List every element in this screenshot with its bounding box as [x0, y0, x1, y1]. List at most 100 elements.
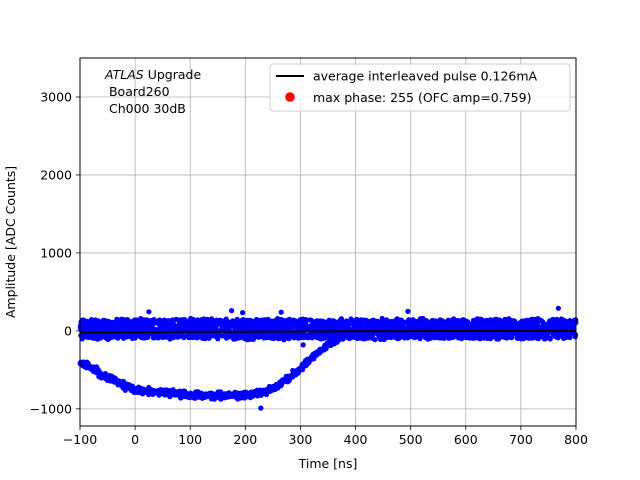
scatter-point — [161, 317, 167, 323]
x-tick-label: 800 — [564, 432, 588, 447]
scatter-point — [197, 318, 203, 324]
scatter-point — [367, 319, 373, 326]
scatter-point — [119, 323, 125, 329]
scatter-point — [542, 336, 549, 342]
scatter-point — [352, 320, 358, 326]
scatter-point — [295, 323, 301, 329]
scatter-point — [190, 316, 196, 322]
scatter-point — [180, 393, 186, 399]
scatter-point — [423, 333, 429, 339]
scatter-point — [358, 319, 364, 325]
scatter-point — [375, 332, 382, 338]
scatter-point — [383, 320, 389, 326]
scatter-point — [170, 318, 176, 324]
scatter-point — [110, 375, 116, 382]
scatter-point — [286, 377, 292, 384]
scatter-point — [388, 318, 394, 325]
x-tick-label: 600 — [454, 432, 478, 447]
annotation-upgrade: Upgrade — [144, 67, 202, 82]
scatter-point — [155, 319, 161, 325]
scatter-point — [425, 324, 431, 330]
scatter-point — [555, 305, 562, 311]
scatter-point — [290, 334, 296, 340]
scatter-point — [337, 320, 343, 326]
scatter-point — [295, 335, 301, 341]
scatter-point — [240, 310, 246, 316]
scatter-point — [238, 322, 244, 328]
scatter-point — [517, 321, 524, 327]
scatter-point — [367, 331, 373, 337]
y-axis-ticks: −1000 0 1000 2000 3000 — [30, 89, 80, 416]
scatter-point — [89, 365, 95, 371]
scatter-point — [408, 317, 414, 324]
scatter-point — [567, 319, 573, 325]
scatter-point — [415, 332, 421, 338]
scatter-point — [217, 318, 223, 324]
scatter-point — [130, 319, 136, 325]
scatter-point — [515, 332, 521, 338]
scatter-point — [320, 321, 326, 327]
scatter-point — [301, 335, 307, 341]
scatter-point — [418, 319, 424, 325]
scatter-point — [468, 321, 475, 327]
scatter-point — [189, 332, 195, 338]
scatter-point — [234, 316, 240, 322]
scatter-point — [89, 321, 95, 327]
scatter-point — [370, 335, 376, 341]
scatter-point — [535, 316, 541, 322]
scatter-point — [206, 323, 213, 329]
scatter-point — [176, 392, 182, 398]
scatter-point — [109, 321, 115, 327]
x-tick-label: 700 — [509, 432, 533, 447]
scatter-point — [98, 335, 104, 341]
scatter-point — [501, 324, 507, 330]
scatter-point — [554, 316, 560, 322]
scatter-point — [472, 321, 479, 327]
scatter-point — [447, 323, 453, 329]
scatter-point — [132, 334, 138, 340]
scatter-point — [172, 326, 178, 332]
legend-box — [269, 63, 571, 112]
scatter-point — [146, 309, 152, 315]
scatter-point — [572, 334, 578, 340]
scatter-point — [304, 360, 310, 366]
plot-frame — [79, 57, 577, 427]
scatter-point — [229, 321, 235, 327]
scatter-point — [279, 381, 285, 387]
scatter-point — [94, 324, 100, 330]
scatter-point — [278, 309, 284, 315]
scatter-point — [313, 319, 319, 325]
scatter-point — [280, 335, 286, 341]
x-tick-label: −100 — [63, 432, 97, 447]
legend-marker-swatch — [285, 92, 295, 102]
scatter-point — [308, 355, 314, 361]
scatter-point — [314, 334, 320, 341]
scatter-point — [549, 323, 555, 330]
scatter-point — [115, 319, 121, 325]
scatter-point — [487, 331, 493, 337]
scatter-point — [229, 308, 235, 314]
scatter-point — [134, 320, 140, 326]
scatter-point — [346, 319, 352, 325]
x-tick-label: 100 — [178, 432, 202, 447]
scatter-point — [530, 323, 537, 329]
scatter-point — [226, 390, 232, 396]
scatter-point — [116, 378, 122, 384]
scatter-point — [465, 319, 471, 325]
scatter-point — [285, 373, 291, 379]
scatter-point — [136, 388, 142, 394]
scatter-point — [264, 319, 270, 325]
scatter-point — [128, 326, 134, 332]
scatter-point — [128, 384, 134, 390]
scatter-point — [449, 319, 455, 325]
scatter-point — [161, 387, 167, 393]
scatter-point — [234, 322, 240, 328]
legend-label-average: average interleaved pulse 0.126mA — [313, 69, 538, 84]
scatter-point — [522, 335, 528, 341]
scatter-point — [104, 375, 110, 381]
scatter-point — [188, 324, 194, 330]
y-axis-label: Amplitude [ADC Counts] — [3, 166, 18, 318]
scatter-series — [77, 305, 579, 411]
scatter-point — [251, 335, 257, 341]
